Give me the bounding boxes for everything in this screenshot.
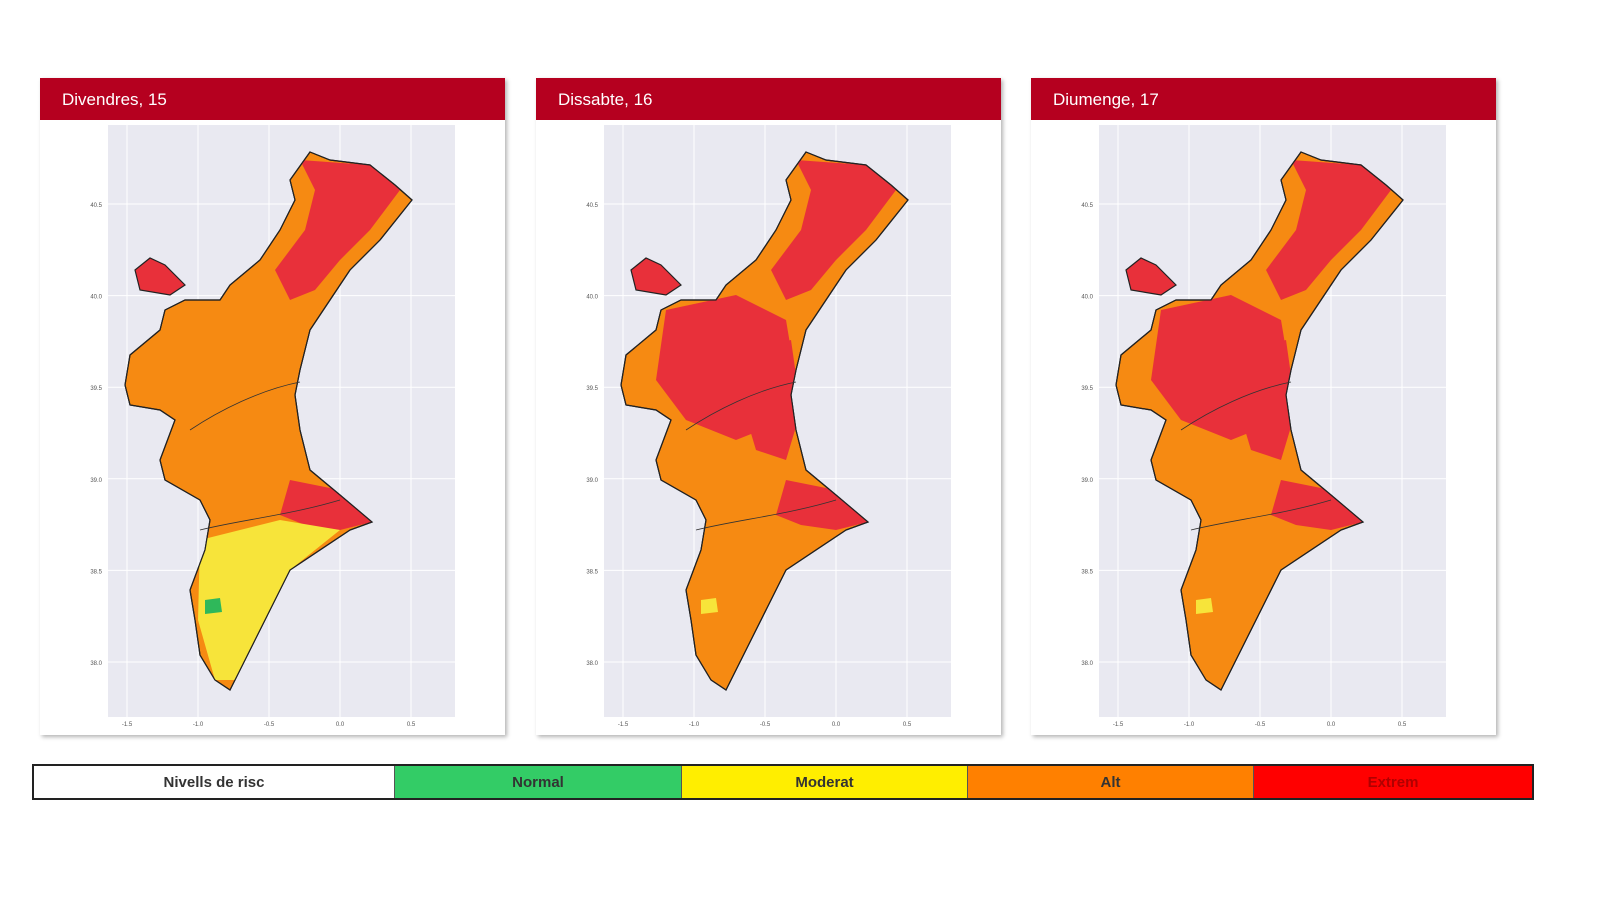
x-tick-label: -1.0 [689,722,700,728]
risk-zone-valencia [741,340,801,460]
legend-extrem: Extrem [1254,766,1532,798]
risk-zone-south [198,520,340,680]
x-tick-label: 0.0 [832,722,841,728]
province-border [1180,381,1332,531]
x-tick-label: -0.5 [1255,722,1266,728]
x-tick-label: 0.5 [407,722,416,728]
risk-map: 40.5 40.0 39.5 39.0 38.5 38.0 -1.5 -1.0 -0.5 0.0 0… [586,125,951,728]
legend-normal: Normal [395,766,682,798]
rincon-de-ademuz-enclave [1125,257,1177,296]
x-tick-label: -1.5 [122,722,133,728]
legend-title: Nivells de risc [34,766,395,798]
map-panel-sunday: Diumenge, 17 40.5 40.0 39.5 39.0 38.5 38.0 -1.5… [1031,78,1496,735]
y-tick-label: 39.5 [586,386,598,392]
x-tick-label: 0.5 [903,722,912,728]
y-tick-label: 38.0 [1081,661,1093,667]
y-tick-label: 39.5 [1081,386,1093,392]
y-tick-label: 39.5 [90,386,102,392]
y-tick-label: 39.0 [1081,478,1093,484]
x-tick-label: -1.5 [1113,722,1124,728]
risk-zone-east [280,480,372,530]
province-border [189,381,341,531]
y-tick-label: 40.5 [90,203,102,209]
risk-zone-pockets [205,598,222,614]
x-tick-label: -1.0 [193,722,204,728]
y-tick-label: 40.0 [1081,295,1093,301]
risk-zone-north [275,160,400,300]
legend-moderat: Moderat [682,766,968,798]
legend-alt: Alt [968,766,1254,798]
y-tick-label: 39.0 [586,478,598,484]
risk-zone-pockets [701,598,718,614]
panel-title: Dissabte, 16 [536,78,1001,120]
y-tick-label: 40.0 [586,295,598,301]
x-tick-label: 0.0 [1327,722,1336,728]
x-tick-label: -0.5 [760,722,771,728]
y-tick-label: 40.5 [586,203,598,209]
risk-map: 40.5 40.0 39.5 39.0 38.5 38.0 -1.5 -1.0 -0.5 0.0 0… [1081,125,1446,728]
risk-zone-pockets [1196,598,1213,614]
risk-zone-valencia [1236,340,1296,460]
risk-zone-north [771,160,896,300]
y-tick-label: 38.5 [586,569,598,575]
x-tick-label: -1.5 [618,722,629,728]
risk-zone-north [1266,160,1391,300]
risk-zone-east [776,480,868,530]
y-tick-label: 38.0 [90,661,102,667]
panel-title: Diumenge, 17 [1031,78,1496,120]
y-tick-label: 40.0 [90,295,102,301]
x-tick-label: -1.0 [1184,722,1195,728]
map-panel-saturday: Dissabte, 16 40.5 40.0 39.5 39.0 38.5 38.0 -1.5… [536,78,1001,735]
panel-title: Divendres, 15 [40,78,505,120]
risk-zone-east [1271,480,1363,530]
risk-legend: Nivells de risc Normal Moderat Alt Extre… [32,764,1534,800]
y-tick-label: 38.0 [586,661,598,667]
x-tick-label: 0.5 [1398,722,1407,728]
x-tick-label: 0.0 [336,722,345,728]
y-tick-label: 38.5 [90,569,102,575]
map-panel-friday: Divendres, 15 40.5 40.0 39.5 39.0 38.5 38.0 -1.… [40,78,505,735]
x-tick-label: -0.5 [264,722,275,728]
y-tick-label: 38.5 [1081,569,1093,575]
rincon-de-ademuz-enclave [630,257,682,296]
y-tick-label: 40.5 [1081,203,1093,209]
y-tick-label: 39.0 [90,478,102,484]
rincon-de-ademuz-enclave [134,257,186,296]
risk-map: 40.5 40.0 39.5 39.0 38.5 38.0 -1.5 -1.0 -0.5 0.0 0… [90,125,455,728]
province-border [685,381,837,531]
